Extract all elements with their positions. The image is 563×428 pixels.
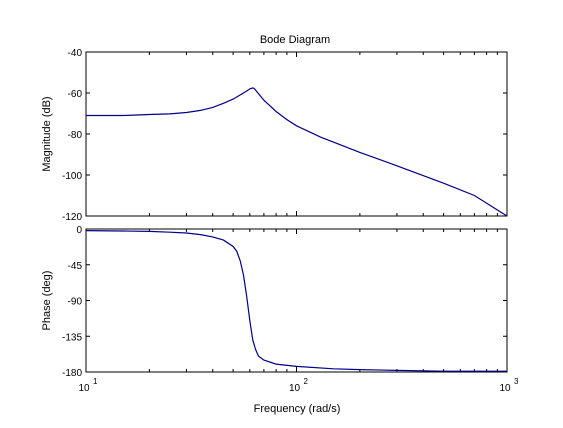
magnitude-ytick-label: -40 <box>68 48 83 59</box>
phase-axes-frame <box>85 228 508 373</box>
x-tick-label-exponent: 3 <box>514 377 519 386</box>
magnitude-ylabel: Magnitude (dB) <box>41 96 53 171</box>
x-tick-label-base: 10 <box>499 383 511 394</box>
magnitude-ytick-label: -80 <box>68 130 83 141</box>
x-tick-label-base: 10 <box>78 383 90 394</box>
magnitude-ytick-label: -100 <box>62 171 82 182</box>
magnitude-axes-frame <box>85 51 508 217</box>
magnitude-series-line <box>86 87 508 217</box>
x-tick-label-base: 10 <box>289 383 301 394</box>
x-tick-label-exponent: 2 <box>304 377 309 386</box>
chart-title: Bode Diagram <box>260 34 330 46</box>
phase-ytick-label: -180 <box>62 368 82 379</box>
x-axis-label: Frequency (rad/s) <box>254 403 341 415</box>
x-tick-label-exponent: 1 <box>93 377 98 386</box>
phase-series-line <box>85 230 507 372</box>
phase-ytick-label: -45 <box>68 261 83 272</box>
phase-ytick-label: -90 <box>68 297 83 308</box>
phase-ytick-label: 0 <box>76 225 82 236</box>
phase-ytick-label: -135 <box>62 332 82 343</box>
phase-panel: 0 -45 -90 -135 -180 Phase (deg) <box>41 225 508 379</box>
magnitude-panel: -40 -60 -80 -100 -120 Magnitude (dB) <box>41 48 508 223</box>
phase-ylabel: Phase (deg) <box>41 271 53 331</box>
magnitude-ytick-label: -60 <box>68 89 83 100</box>
magnitude-ytick-label: -120 <box>62 212 82 223</box>
